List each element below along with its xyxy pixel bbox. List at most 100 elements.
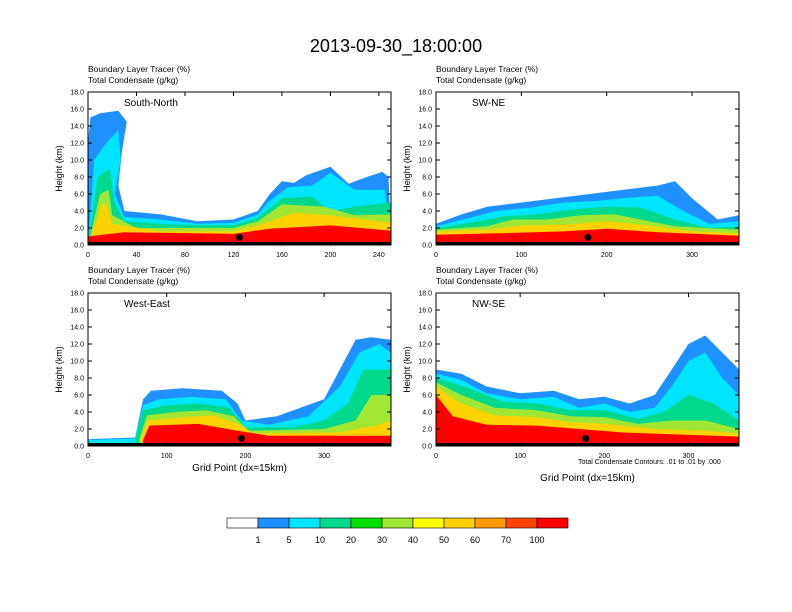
y-tick-label: 6.0 <box>74 192 84 199</box>
colorbar-swatch <box>288 517 321 529</box>
x-tick-label: 300 <box>686 252 698 259</box>
y-tick-label: 18.0 <box>418 291 432 298</box>
y-tick-label: 2.0 <box>422 427 432 434</box>
x-tick-label: 100 <box>514 453 526 460</box>
panel-sw-ne: 0.0 2.0 4.0 6.0 8.0 10.0 12.0 14.0 16.0 18.0 0 100 2… <box>402 64 740 259</box>
y-tick-label: 14.0 <box>418 325 432 332</box>
x-axis-label: Grid Point (dx=15km) <box>540 473 635 484</box>
x-tick-label: 240 <box>373 252 385 259</box>
y-tick-label: 10.0 <box>70 158 84 165</box>
y-tick-label: 12.0 <box>418 141 432 148</box>
y-tick-label: 16.0 <box>418 308 432 315</box>
y-tick-label: 8.0 <box>422 376 432 383</box>
panel-subtitle-2: Total Condensate (g/kg) <box>436 276 526 286</box>
y-tick-label: 6.0 <box>422 192 432 199</box>
y-tick-label: 0.0 <box>422 243 432 250</box>
colorbar-swatch <box>381 517 414 529</box>
colorbar-swatch <box>350 517 383 529</box>
colorbar-label: 10 <box>315 535 325 545</box>
colorbar-label: 40 <box>408 535 418 545</box>
panel-name: West-East <box>124 299 170 310</box>
panel-name: SW-NE <box>472 98 505 109</box>
contour-footnote: Total Condensate Contours: .01 to .01 by… <box>578 459 721 466</box>
y-tick-label: 8.0 <box>422 175 432 182</box>
x-tick-label: 160 <box>276 252 288 259</box>
colorbar-swatch <box>505 517 538 529</box>
y-tick-label: 18.0 <box>70 291 84 298</box>
panel-south-north: 0.0 2.0 4.0 6.0 8.0 10.0 12.0 14.0 16.0 18.0 0 40 80… <box>54 64 392 259</box>
colorbar-swatch <box>257 517 290 529</box>
colorbar-swatch <box>319 517 352 529</box>
colorbar-label: 60 <box>470 535 480 545</box>
x-tick-label: 300 <box>318 453 330 460</box>
y-tick-label: 14.0 <box>418 124 432 131</box>
terrain <box>436 443 739 446</box>
x-tick-label: 0 <box>86 453 90 460</box>
y-tick-label: 4.0 <box>74 209 84 216</box>
x-tick-label: 0 <box>86 252 90 259</box>
y-tick-label: 8.0 <box>74 175 84 182</box>
colorbar-label: 50 <box>439 535 449 545</box>
y-tick-label: 6.0 <box>74 393 84 400</box>
x-tick-label: 100 <box>516 252 528 259</box>
panel-subtitle-1: Boundary Layer Tracer (%) <box>88 265 190 275</box>
x-axis-label: Grid Point (dx=15km) <box>192 463 287 474</box>
x-tick-label: 80 <box>181 252 189 259</box>
y-tick-label: 12.0 <box>70 342 84 349</box>
terrain <box>88 443 391 446</box>
y-tick-label: 14.0 <box>70 325 84 332</box>
y-tick-label: 16.0 <box>70 308 84 315</box>
colorbar-label: 70 <box>501 535 511 545</box>
panel-name: South-North <box>124 98 178 109</box>
colorbar-swatch <box>412 517 445 529</box>
panel-subtitle-1: Boundary Layer Tracer (%) <box>436 265 538 275</box>
panel-subtitle-2: Total Condensate (g/kg) <box>436 75 526 85</box>
y-tick-label: 16.0 <box>70 107 84 114</box>
plot-frame <box>435 91 740 246</box>
y-tick-label: 14.0 <box>70 124 84 131</box>
colorbar-swatch <box>443 517 476 529</box>
x-tick-label: 0 <box>434 252 438 259</box>
y-axis-label: Height (km) <box>402 346 412 393</box>
y-tick-label: 8.0 <box>74 376 84 383</box>
y-tick-label: 18.0 <box>418 90 432 97</box>
terrain <box>88 242 391 245</box>
x-tick-label: 200 <box>240 453 252 460</box>
panel-subtitle-1: Boundary Layer Tracer (%) <box>88 64 190 74</box>
y-tick-label: 4.0 <box>74 410 84 417</box>
panel-west-east: 0.0 2.0 4.0 6.0 8.0 10.0 12.0 14.0 16.0 18.0 0 100 2… <box>54 265 392 474</box>
y-tick-label: 2.0 <box>74 427 84 434</box>
panel-nw-se: 0.0 2.0 4.0 6.0 8.0 10.0 12.0 14.0 16.0 18.0 0 100 2… <box>402 265 740 484</box>
tracer-layer-100pct <box>436 395 739 446</box>
plot-frame <box>87 292 392 447</box>
y-tick-label: 10.0 <box>418 359 432 366</box>
colorbar-label: 1 <box>255 535 260 545</box>
colorbar-swatch <box>226 517 259 529</box>
plot-frame <box>435 292 740 447</box>
colorbar: 1 5 10 20 30 40 50 60 70 100 <box>226 517 569 545</box>
y-tick-label: 0.0 <box>74 243 84 250</box>
x-tick-label: 200 <box>598 453 610 460</box>
panel-subtitle-2: Total Condensate (g/kg) <box>88 75 178 85</box>
colorbar-label: 100 <box>529 535 544 545</box>
y-tick-label: 6.0 <box>422 393 432 400</box>
x-tick-label: 300 <box>683 453 695 460</box>
y-tick-label: 4.0 <box>422 209 432 216</box>
y-tick-label: 12.0 <box>418 342 432 349</box>
y-axis-label: Height (km) <box>54 145 64 192</box>
y-tick-label: 16.0 <box>418 107 432 114</box>
panel-subtitle-1: Boundary Layer Tracer (%) <box>436 64 538 74</box>
plot-frame <box>87 91 392 246</box>
colorbar-label: 20 <box>346 535 356 545</box>
tracer-layer-100pct <box>143 423 391 446</box>
terrain <box>436 242 739 245</box>
location-marker <box>237 434 245 442</box>
y-tick-label: 0.0 <box>422 444 432 451</box>
figure-title: 2013-09-30_18:00:00 <box>310 36 482 57</box>
location-marker <box>582 434 590 442</box>
colorbar-swatch <box>474 517 507 529</box>
x-tick-label: 120 <box>228 252 240 259</box>
x-tick-label: 0 <box>434 453 438 460</box>
y-tick-label: 18.0 <box>70 90 84 97</box>
panel-subtitle-2: Total Condensate (g/kg) <box>88 276 178 286</box>
